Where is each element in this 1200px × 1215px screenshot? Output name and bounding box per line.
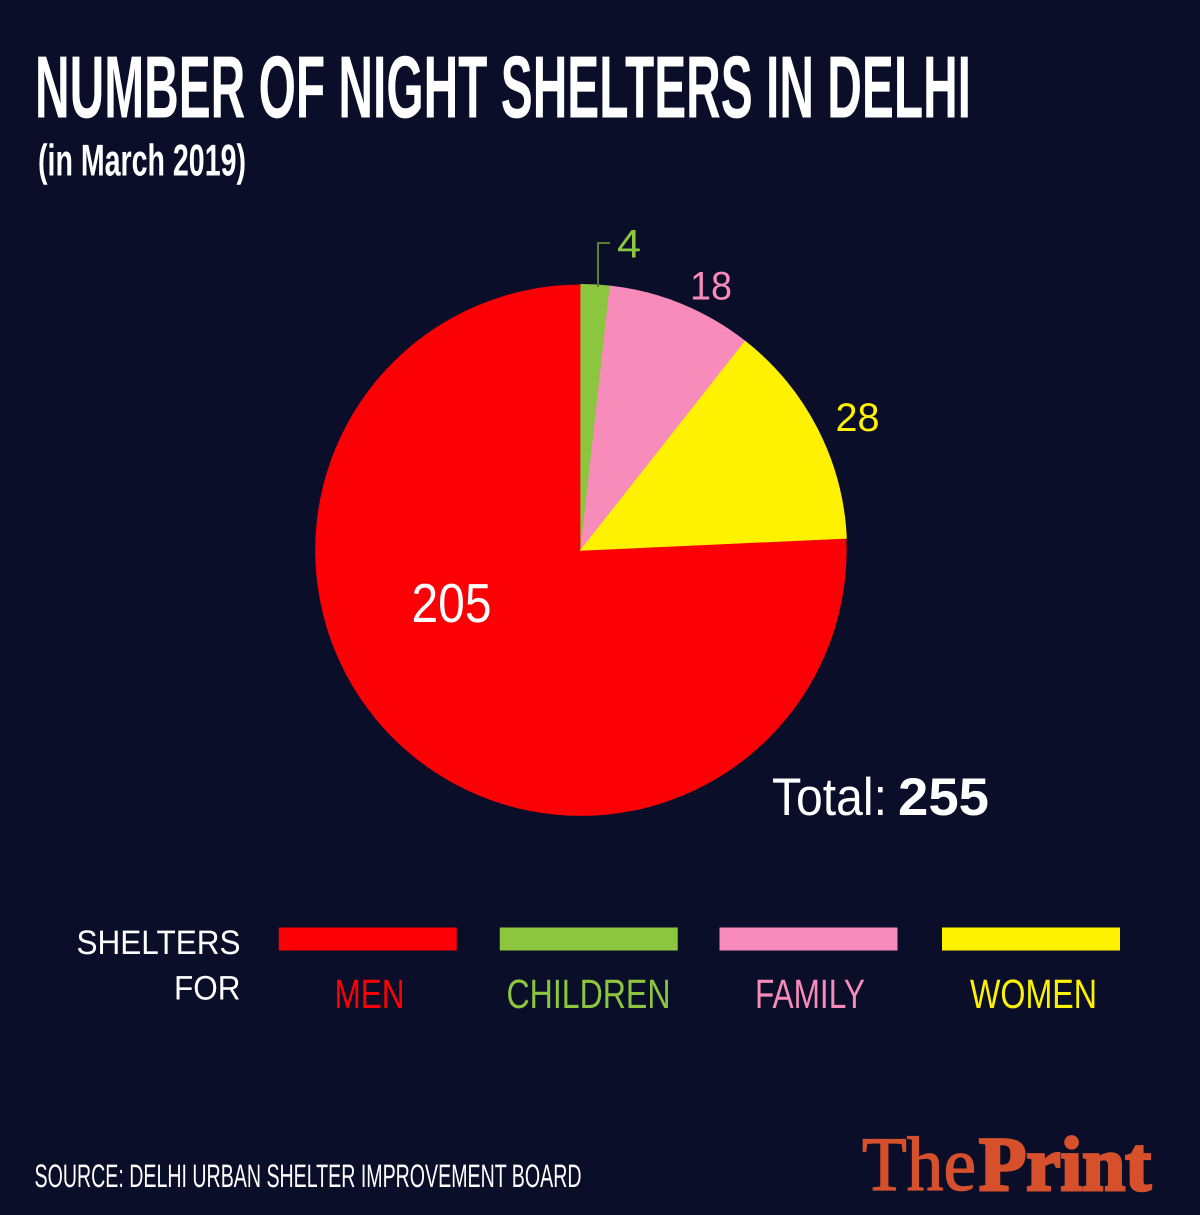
- svg-text:(in March 2019): (in March 2019): [38, 137, 246, 186]
- svg-text:28: 28: [836, 396, 880, 440]
- svg-text:The: The: [862, 1121, 976, 1207]
- svg-text:MEN: MEN: [335, 971, 405, 1017]
- svg-text:SHELTERS: SHELTERS: [77, 924, 241, 962]
- svg-text:18: 18: [690, 265, 732, 309]
- svg-text:FAMILY: FAMILY: [755, 971, 865, 1017]
- svg-text:SOURCE: DELHI URBAN SHELTER IM: SOURCE: DELHI URBAN SHELTER IMPROVEMENT …: [35, 1158, 582, 1194]
- svg-text:205: 205: [412, 572, 492, 634]
- svg-text:WOMEN: WOMEN: [970, 971, 1097, 1017]
- svg-text:FOR: FOR: [174, 970, 241, 1008]
- svg-text:255: 255: [898, 768, 989, 827]
- svg-text:4: 4: [617, 223, 641, 267]
- svg-text:NUMBER OF NIGHT SHELTERS IN DE: NUMBER OF NIGHT SHELTERS IN DELHI: [35, 38, 971, 137]
- svg-text:CHILDREN: CHILDREN: [507, 971, 671, 1017]
- svg-text:Print: Print: [979, 1121, 1151, 1207]
- svg-text:Total:: Total:: [772, 768, 887, 827]
